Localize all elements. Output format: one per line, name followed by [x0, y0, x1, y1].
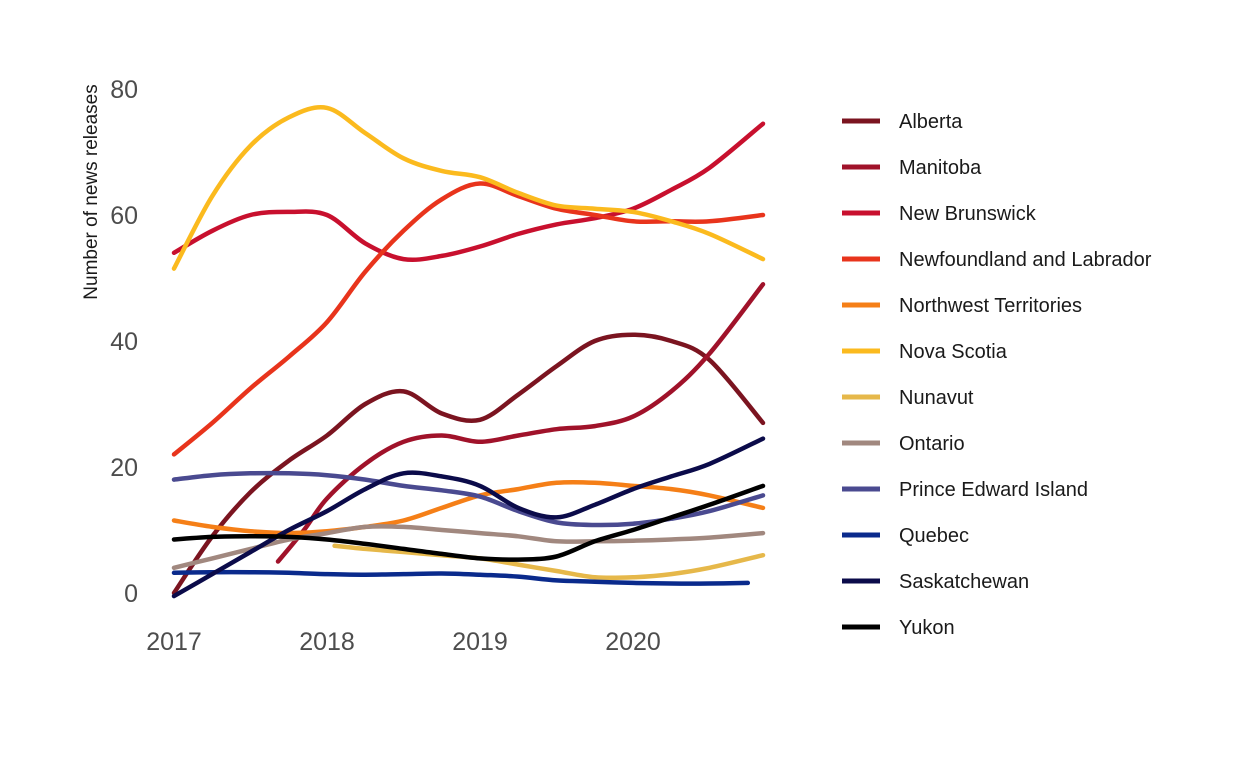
legend-label: New Brunswick [899, 203, 1037, 225]
legend-item-northwest-territories: Northwest Territories [842, 295, 1082, 317]
legend-label: Quebec [899, 525, 969, 547]
series-line-yukon [171, 483, 766, 562]
y-tick-label: 0 [124, 580, 138, 608]
legend-label: Yukon [899, 617, 955, 639]
legend-label: Alberta [899, 111, 963, 133]
y-axis-label: Number of news releases [81, 84, 102, 299]
legend-item-saskatchewan: Saskatchewan [842, 571, 1029, 593]
x-tick-label: 2019 [452, 628, 508, 656]
legend-item-newfoundland-and-labrador: Newfoundland and Labrador [842, 249, 1152, 271]
x-tick-label: 2020 [605, 628, 661, 656]
series-line-newfoundland-and-labrador [171, 181, 766, 457]
series-line-ontario [171, 524, 766, 571]
legend-item-new-brunswick: New Brunswick [842, 203, 1037, 225]
series-line-quebec [171, 569, 751, 586]
series-line-alberta [171, 332, 766, 596]
series-line-saskatchewan [171, 436, 766, 599]
legend-item-nova-scotia: Nova Scotia [842, 341, 1008, 363]
series-line-manitoba [275, 282, 766, 564]
legend-item-manitoba: Manitoba [842, 157, 982, 179]
y-tick-label: 40 [110, 328, 138, 356]
x-tick-label: 2018 [299, 628, 355, 656]
legend-item-quebec: Quebec [842, 525, 969, 547]
series-line-nunavut [332, 543, 766, 581]
legend-item-yukon: Yukon [842, 617, 955, 639]
legend-label: Newfoundland and Labrador [899, 249, 1152, 271]
series-line-new-brunswick [171, 121, 766, 263]
y-tick-label: 60 [110, 202, 138, 230]
legend-item-nunavut: Nunavut [842, 387, 974, 409]
legend-label: Nunavut [899, 387, 974, 409]
legend-item-ontario: Ontario [842, 433, 965, 455]
legend-item-prince-edward-island: Prince Edward Island [842, 479, 1088, 501]
y-tick-label: 80 [110, 76, 138, 104]
legend-label: Northwest Territories [899, 295, 1082, 317]
y-axis-ticks: 0 20 40 60 80 [110, 76, 138, 608]
series-lines [171, 105, 766, 599]
series-line-nova-scotia [171, 105, 766, 271]
legend-item-alberta: Alberta [842, 111, 963, 133]
x-axis-ticks: 2017 2018 2019 2020 [146, 628, 661, 656]
y-tick-label: 20 [110, 454, 138, 482]
legend-label: Manitoba [899, 157, 982, 179]
x-tick-label: 2017 [146, 628, 202, 656]
legend-label: Ontario [899, 433, 965, 455]
legend-label: Nova Scotia [899, 341, 1008, 363]
legend-label: Saskatchewan [899, 571, 1029, 593]
legend-label: Prince Edward Island [899, 479, 1088, 501]
legend: Alberta Manitoba New Brunswick Newfoundland… [842, 111, 1152, 639]
series-line-northwest-territories [171, 479, 766, 536]
